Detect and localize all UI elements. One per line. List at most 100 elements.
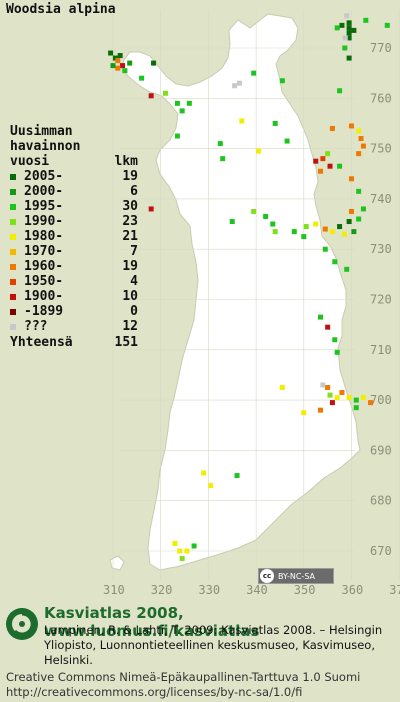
observation-squares [108,13,390,562]
observation-square [313,158,319,164]
observation-square [351,229,357,235]
observation-square [184,548,190,554]
legend-swatch [10,188,16,195]
legend-item: 2005- 19 [10,169,138,184]
x-tick-label: 330 [198,583,220,597]
observation-square [110,63,116,69]
observation-square [127,60,133,66]
observation-square [327,163,333,169]
observation-square [346,25,352,31]
legend-item: 1970- 7 [10,244,138,259]
observation-square [322,226,328,232]
coordinate-grid [112,10,400,580]
legend-item: 2000- 6 [10,184,138,199]
legend-item-count: 21 [122,229,138,244]
observation-square [270,221,276,227]
finland-land [121,13,361,571]
observation-square [353,405,359,411]
observation-square [313,221,319,227]
license-badge[interactable]: cc BY-NC-SA [258,568,334,584]
observation-square [332,259,338,265]
legend-swatch [10,218,16,225]
observation-square [349,176,354,182]
observation-square [263,214,269,220]
observation-square [201,470,207,476]
legend-swatch [10,278,16,285]
observation-square [353,397,359,403]
observation-square [217,141,223,147]
y-tick-label: 690 [370,443,392,457]
legend-col-count: lkm [114,154,138,169]
legend-heading-1: Uusimman [10,124,73,139]
species-title: Woodsia alpina [6,2,116,17]
license-url[interactable]: http://creativecommons.org/licenses/by-n… [6,685,303,699]
observation-square [325,151,331,157]
observation-square [179,108,185,114]
legend-item-label: -1899 [24,304,64,319]
observation-square [234,473,240,479]
observation-square [191,543,197,549]
observation-square [151,60,157,66]
legend-item: 1950- 4 [10,274,138,289]
brand-link[interactable]: Kasviatlas 2008, www.luomus.fi/kasviatla… [44,604,260,640]
observation-square [186,100,192,106]
x-tick-label: 350 [294,583,316,597]
observation-square [284,138,290,144]
x-tick-label: 370 [389,583,400,597]
legend-swatch [10,203,16,210]
observation-square [334,25,340,31]
observation-square [329,229,335,235]
y-tick-label: 770 [370,41,392,55]
observation-square [272,229,278,235]
observation-square [360,206,366,212]
y-tick-label: 670 [370,544,392,558]
legend-item-count: 23 [122,214,138,229]
observation-square [303,224,309,230]
observation-square [255,148,261,154]
legend-item: 1900- 10 [10,289,138,304]
observation-square [344,13,350,19]
legend-item-count: 6 [130,184,138,199]
observation-square [349,123,354,129]
license-line-1: Creative Commons Nimeä-Epäkaupallinen-Ta… [6,670,361,684]
legend-item: 1990- 23 [10,214,138,229]
y-tick-label: 700 [370,393,392,407]
legend-col-year: vuosi [10,154,50,169]
legend: Uusimman havainnon vuosi lkm 2005- 19 2000… [10,124,138,350]
observation-square [358,136,364,142]
observation-square [279,78,285,84]
observation-square [317,314,323,320]
legend-item-count: 12 [122,319,138,334]
legend-rows: 2005- 19 2000- 6 1995- 30 1990- 23 1980- 21 1970- 7… [10,169,138,334]
creative-commons-icon: cc [260,569,274,583]
legend-item-count: 0 [130,304,138,319]
legend-total-label: Yhteensä [10,335,73,350]
legend-item: -1899 0 [10,304,138,319]
observation-square [337,88,343,94]
observation-square [384,22,390,28]
license-badge-text: BY-NC-SA [278,571,316,581]
observation-square [341,231,347,237]
legend-item-label: 1950- [24,274,64,289]
observation-square [148,93,154,99]
legend-item: 1995- 30 [10,199,138,214]
legend-item: 1980- 21 [10,229,138,244]
legend-item-label: 2005- [24,169,64,184]
observation-square [320,156,326,162]
legend-item-label: 2000- [24,184,64,199]
observation-square [363,17,369,23]
observation-square [346,55,352,61]
observation-square [115,58,121,64]
legend-item-label: 1900- [24,289,64,304]
observation-square [332,337,338,343]
observation-square [115,65,121,71]
observation-square [220,156,226,162]
observation-square [317,407,323,413]
x-tick-label: 360 [342,583,364,597]
observation-square [356,188,362,194]
legend-swatch [10,173,16,180]
legend-item-count: 19 [122,169,138,184]
observation-square [120,63,126,69]
